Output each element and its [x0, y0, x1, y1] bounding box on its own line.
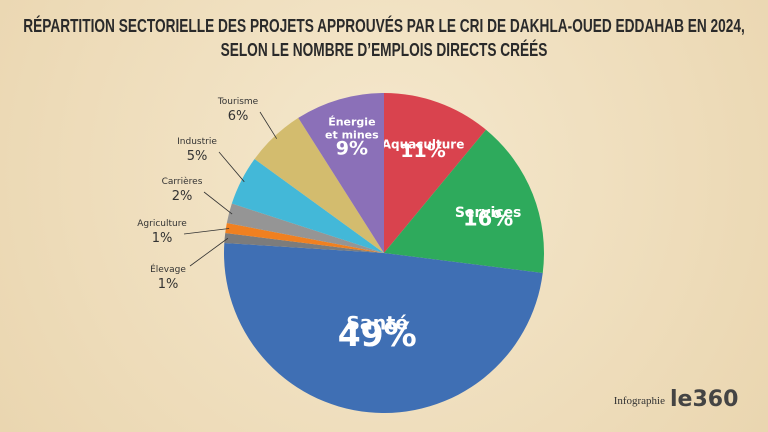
slice-label-line: Services	[455, 205, 522, 221]
value-label: 9%	[336, 138, 368, 160]
slice-label-line: Santé	[346, 312, 408, 334]
slice-label: Santé	[346, 312, 408, 334]
slice-label-line: et mines	[325, 129, 379, 142]
pie-slice	[224, 232, 384, 253]
value-label: 11%	[400, 140, 445, 162]
slice-label: Industrie	[177, 137, 217, 147]
logo: le360	[670, 387, 738, 412]
leader-line	[183, 228, 230, 235]
pie-slice	[384, 93, 486, 253]
slice-label: Élevage	[150, 263, 186, 275]
source: Infographie	[614, 395, 665, 407]
value-label: 6%	[228, 109, 249, 124]
slice-label-line: Aquaculture	[382, 138, 465, 152]
leader-line	[259, 111, 278, 139]
leader-line	[203, 191, 233, 215]
chart-title: RÉPARTITION SECTORIELLE DES PROJETS APPR…	[23, 16, 745, 60]
value-label: 1%	[158, 277, 179, 292]
value-label: 1%	[152, 231, 173, 246]
slice-label: Services	[455, 205, 522, 221]
pie-slice	[254, 117, 384, 253]
pie-slice	[225, 223, 384, 253]
slice-label: Aquaculture	[382, 138, 465, 152]
slice-label: Énergie et mines	[325, 115, 379, 141]
value-label: 2%	[172, 189, 193, 204]
value-label: 16%	[463, 206, 513, 230]
pie-slice	[298, 93, 384, 253]
slice-label-line: Énergie	[328, 115, 375, 128]
pie-slice	[384, 129, 544, 274]
value-label: 49%	[338, 315, 417, 354]
leader-line	[218, 151, 245, 183]
leader-line	[189, 237, 229, 267]
slice-label: Tourisme	[217, 97, 259, 107]
slice-label: Agriculture	[137, 219, 187, 229]
pie-slice	[224, 242, 543, 413]
value-label: 5%	[187, 149, 208, 164]
pie-slice	[226, 203, 384, 253]
slice-label: Carrières	[162, 176, 203, 187]
pie-slice	[231, 158, 384, 253]
